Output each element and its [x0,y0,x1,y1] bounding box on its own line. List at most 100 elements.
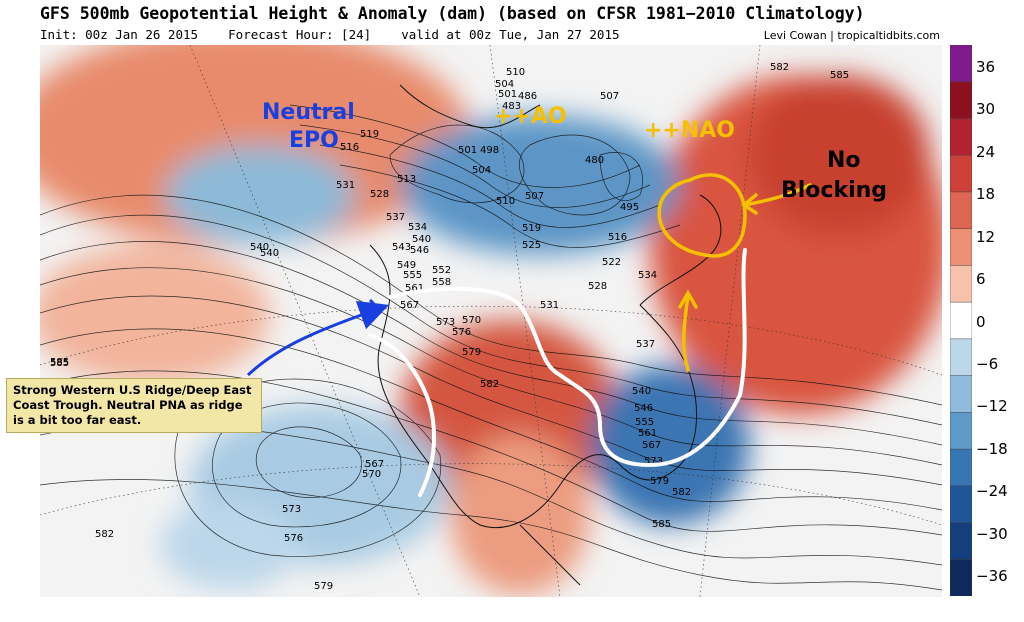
colorbar-label: −36 [976,567,1008,585]
contour-label: 516 [608,232,627,243]
contour-label: 531 [540,300,559,311]
anomaly-fields [40,45,942,595]
contour-label: 513 [397,174,416,185]
contour-label: 516 [340,142,359,153]
epo-label-line-1: Neutral [262,100,355,125]
colorbar-label: 36 [976,58,996,76]
contour-label: 582 [95,529,114,540]
positive-anomaly-atlantic [750,75,930,235]
contour-label: 528 [588,281,607,292]
contour-label: 537 [636,339,655,350]
white-trough-ridge-line [368,248,747,497]
colorbar-swatch [950,338,972,377]
contour-label: 495 [620,202,639,213]
colorbar [950,45,972,596]
colorbar-label: −18 [976,440,1008,458]
colorbar-swatch [950,265,972,303]
contour-label: 510 [506,67,525,78]
contour-label: 576 [284,533,303,544]
contour-label: 579 [462,347,481,358]
contour-label: 510 [496,196,515,207]
contour-label: 573 [282,504,301,515]
contour-label: 579 [650,476,669,487]
contour-label: 540 [412,234,431,245]
contour-label: 585 [830,70,849,81]
credit: Levi Cowan | tropicaltidbits.com [763,29,940,42]
contour-label: 498 [480,145,499,156]
contour-label: 585 [50,357,69,368]
contour-label: 534 [638,270,657,281]
contour-label: 567 [365,459,384,470]
colorbar-swatch [950,448,972,487]
contour-label: 573 [644,456,663,467]
colorbar-swatch [950,45,972,83]
contour-label: 504 [472,165,491,176]
colorbar-label: 30 [976,100,996,118]
colorbar-label: −30 [976,525,1008,543]
contour-label: 525 [522,240,541,251]
lat-lon-grid [40,45,942,597]
contour-label: 507 [600,91,619,102]
contour-label: 582 [672,487,691,498]
negative-anomaly-east-pacific [160,500,300,590]
pna-note-box: Strong Western U.S Ridge/Deep East Coast… [6,378,262,433]
contour-label: 522 [602,257,621,268]
contour-label: 543 [392,242,411,253]
contour-label: 504 [495,79,514,90]
colorbar-label: 0 [976,313,986,331]
annotation-ao: ++AO [494,104,567,129]
colorbar-swatches [950,45,972,596]
contour-label: 537 [386,212,405,223]
colorbar-label: 12 [976,228,996,246]
contour-label: 540 [632,386,651,397]
positive-anomaly-north-pacific [40,245,270,385]
contour-label: 507 [525,191,544,202]
contour-label: 582 [770,62,789,73]
contour-label: 552 [432,265,451,276]
contour-label: 576 [452,327,471,338]
annotation-nao: ++NAO [644,118,736,143]
contour-label: 579 [314,581,333,592]
colorbar-swatch [950,375,972,414]
contour-labels: 510 504 501 486 483 507 519 516 501 498 … [50,62,849,592]
contour-label: 540 [260,248,279,259]
positive-anomaly-western-us [450,435,590,595]
forecast-hour: Forecast Hour: [24] [228,27,372,42]
colorbar-swatch [950,81,972,120]
contour-label: 570 [462,315,481,326]
epo-label-line-2: EPO [289,128,339,153]
contour-label: 531 [336,180,355,191]
colorbar-label: −12 [976,397,1008,415]
annotation-no-blocking-2: Blocking [781,178,888,203]
contour-label: 483 [502,101,521,112]
contour-label: 555 [635,417,654,428]
yellow-arrow-up [678,289,698,372]
contour-label: 534 [408,222,427,233]
contour-label: 528 [370,189,389,200]
contour-label: 582 [480,379,499,390]
contour-label: 549 [397,260,416,271]
height-contours [40,104,942,591]
contour-label: 573 [436,317,455,328]
contour-label: 501 [498,89,517,100]
blocking-circle [657,173,747,258]
anomaly-map: 510 504 501 486 483 507 519 516 501 498 … [40,45,942,597]
contour-label: 555 [403,270,422,281]
colorbar-swatch [950,412,972,450]
yellow-arrow-blocking [741,183,812,215]
colorbar-label: 6 [976,270,986,288]
contour-label: 567 [642,440,661,451]
contour-label: 558 [432,277,451,288]
negative-anomaly-arctic [400,115,680,255]
colorbar-swatch [950,191,972,230]
negative-anomaly-east-coast [590,365,750,525]
colorbar-swatch [950,301,972,340]
blue-arrow-tail [368,298,378,322]
contour-label: 546 [634,403,653,414]
contour-label: 567 [400,300,419,311]
valid-time: valid at 00z Tue, Jan 27 2015 [401,27,620,42]
colorbar-swatch [950,228,972,267]
colorbar-swatch [950,485,972,524]
yellow-annotations [657,173,812,372]
colorbar-swatch [950,522,972,561]
